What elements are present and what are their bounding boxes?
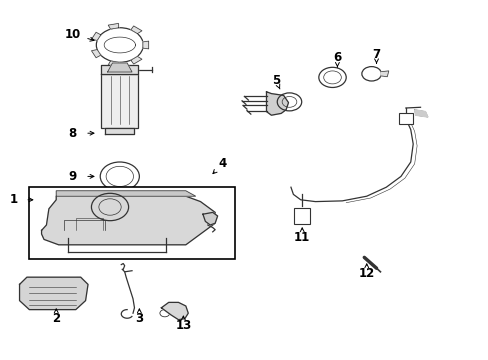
Polygon shape bbox=[108, 23, 119, 29]
Text: 8: 8 bbox=[68, 127, 76, 140]
Text: 12: 12 bbox=[358, 267, 374, 280]
Text: 1: 1 bbox=[10, 193, 18, 206]
Polygon shape bbox=[203, 212, 217, 225]
Polygon shape bbox=[56, 191, 195, 196]
Text: 4: 4 bbox=[218, 157, 226, 170]
Polygon shape bbox=[105, 128, 134, 134]
Polygon shape bbox=[76, 277, 81, 284]
Polygon shape bbox=[91, 50, 101, 58]
Polygon shape bbox=[20, 277, 88, 310]
Polygon shape bbox=[131, 57, 142, 64]
Polygon shape bbox=[131, 26, 142, 33]
Polygon shape bbox=[91, 32, 101, 40]
Bar bbox=[101, 74, 138, 128]
Polygon shape bbox=[41, 196, 215, 245]
Bar bbox=[29, 187, 234, 259]
Text: 6: 6 bbox=[333, 51, 341, 64]
Polygon shape bbox=[381, 71, 388, 77]
Polygon shape bbox=[161, 302, 188, 320]
Text: 7: 7 bbox=[372, 48, 380, 60]
Polygon shape bbox=[107, 63, 132, 72]
Text: 5: 5 bbox=[272, 75, 280, 87]
Bar bbox=[294, 208, 309, 224]
Text: 11: 11 bbox=[293, 231, 310, 244]
Bar bbox=[398, 113, 412, 124]
Polygon shape bbox=[101, 65, 138, 74]
Text: 9: 9 bbox=[68, 170, 76, 183]
Polygon shape bbox=[27, 277, 29, 284]
Polygon shape bbox=[266, 92, 288, 115]
Polygon shape bbox=[108, 61, 119, 67]
Polygon shape bbox=[414, 110, 427, 117]
Text: 2: 2 bbox=[52, 312, 60, 325]
Text: 3: 3 bbox=[135, 312, 143, 325]
Text: 13: 13 bbox=[175, 319, 191, 332]
Text: 10: 10 bbox=[64, 28, 81, 41]
Polygon shape bbox=[142, 41, 148, 49]
